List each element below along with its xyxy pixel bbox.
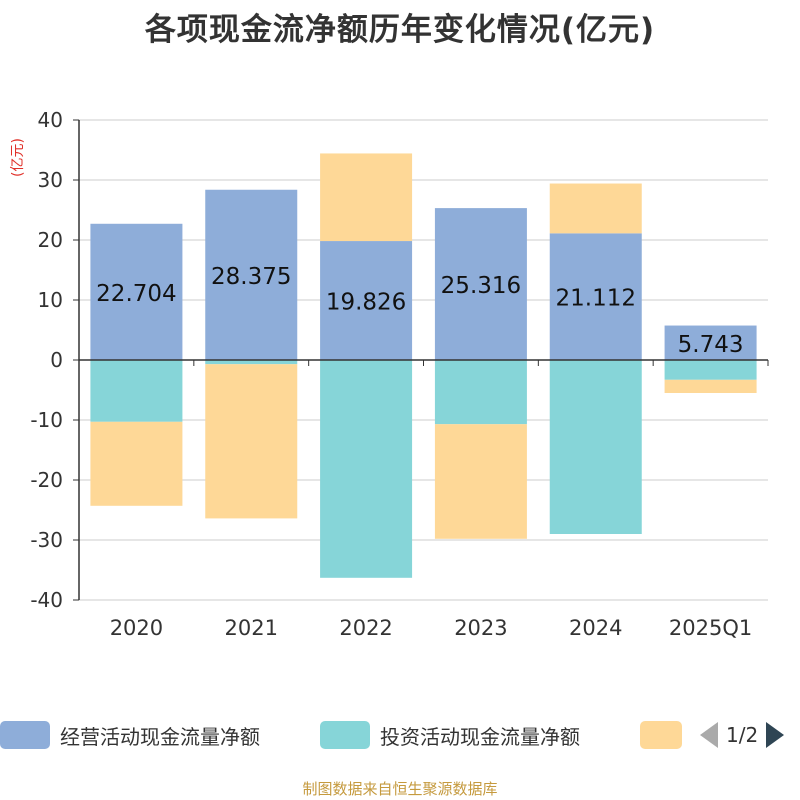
bar-operating-2020 <box>90 223 183 360</box>
data-label: 5.743 <box>678 332 744 358</box>
y-tick-label: -10 <box>30 408 63 432</box>
x-tick-label: 2025Q1 <box>669 616 752 640</box>
grid-lines <box>79 119 768 601</box>
x-tick-label: 2024 <box>569 616 622 640</box>
legend-label-operating: 经营活动现金流量净额 <box>60 724 260 749</box>
data-label: 28.375 <box>211 264 291 290</box>
x-tick-label: 2022 <box>339 616 392 640</box>
bar-financing-2020 <box>90 421 183 506</box>
bar-investing-2022 <box>320 360 413 578</box>
bar-investing-2025Q1 <box>664 360 757 380</box>
bar-operating-2025Q1 <box>664 325 757 360</box>
bar-financing-2025Q1 <box>664 379 757 393</box>
axes: 40 30 20 10 0 -10 -20 -30 -40 (亿元) 2020 2021 2022 202… <box>10 108 769 640</box>
data-label: 21.112 <box>556 286 636 312</box>
legend-prev-arrow-icon[interactable] <box>700 722 718 748</box>
data-labels: 22.704 28.375 19.826 25.316 21.112 5.743 <box>96 264 743 358</box>
bar-operating-2022 <box>320 241 413 360</box>
legend-pager: 1/2 <box>700 720 785 750</box>
x-tick-label: 2020 <box>110 616 163 640</box>
x-tick-label: 2021 <box>225 616 278 640</box>
legend-page-indicator: 1/2 <box>726 723 759 747</box>
legend-swatch-operating <box>0 721 50 749</box>
legend-next-arrow-icon[interactable] <box>766 722 785 748</box>
legend-item-operating[interactable]: 经营活动现金流量净额 <box>0 720 260 750</box>
data-label: 19.826 <box>326 290 406 316</box>
x-tick-label: 2023 <box>454 616 507 640</box>
y-axis-title: (亿元) <box>10 138 26 177</box>
bar-operating-2023 <box>434 208 527 360</box>
bar-investing-2024 <box>549 360 642 534</box>
bar-financing-2024 <box>549 183 642 234</box>
legend-swatch-investing <box>320 721 370 749</box>
bar-operating-2021 <box>205 189 298 360</box>
y-tick-label: 30 <box>38 168 63 192</box>
bar-financing-2022 <box>320 153 413 242</box>
data-label: 25.316 <box>441 273 521 299</box>
y-tick-label: 0 <box>50 348 63 372</box>
chart-area: 40 30 20 10 0 -10 -20 -30 -40 (亿元) 2020 2021 2022 202… <box>10 108 769 640</box>
y-tick-label: 20 <box>38 228 63 252</box>
bars <box>90 153 757 578</box>
y-tick-label: -30 <box>30 528 63 552</box>
bar-investing-2021 <box>205 360 298 365</box>
legend-item-financing[interactable] <box>640 720 682 750</box>
legend-swatch-financing <box>640 721 682 749</box>
chart-title: 各项现金流净额历年变化情况(亿元) <box>144 12 656 48</box>
bar-operating-2024 <box>549 233 642 360</box>
bar-investing-2023 <box>434 360 527 425</box>
legend: 经营活动现金流量净额 投资活动现金流量净额 1/2 <box>0 716 800 756</box>
legend-item-investing[interactable]: 投资活动现金流量净额 <box>320 720 580 750</box>
data-label: 22.704 <box>96 281 176 307</box>
y-tick-label: 10 <box>38 288 63 312</box>
legend-label-investing: 投资活动现金流量净额 <box>380 724 580 749</box>
y-tick-label: 40 <box>38 108 63 132</box>
data-source-note: 制图数据来自恒生聚源数据库 <box>302 780 498 798</box>
bar-financing-2023 <box>434 424 527 539</box>
bar-investing-2020 <box>90 360 183 422</box>
bar-financing-2021 <box>205 364 298 519</box>
y-tick-label: -20 <box>30 468 63 492</box>
y-tick-label: -40 <box>30 588 63 612</box>
